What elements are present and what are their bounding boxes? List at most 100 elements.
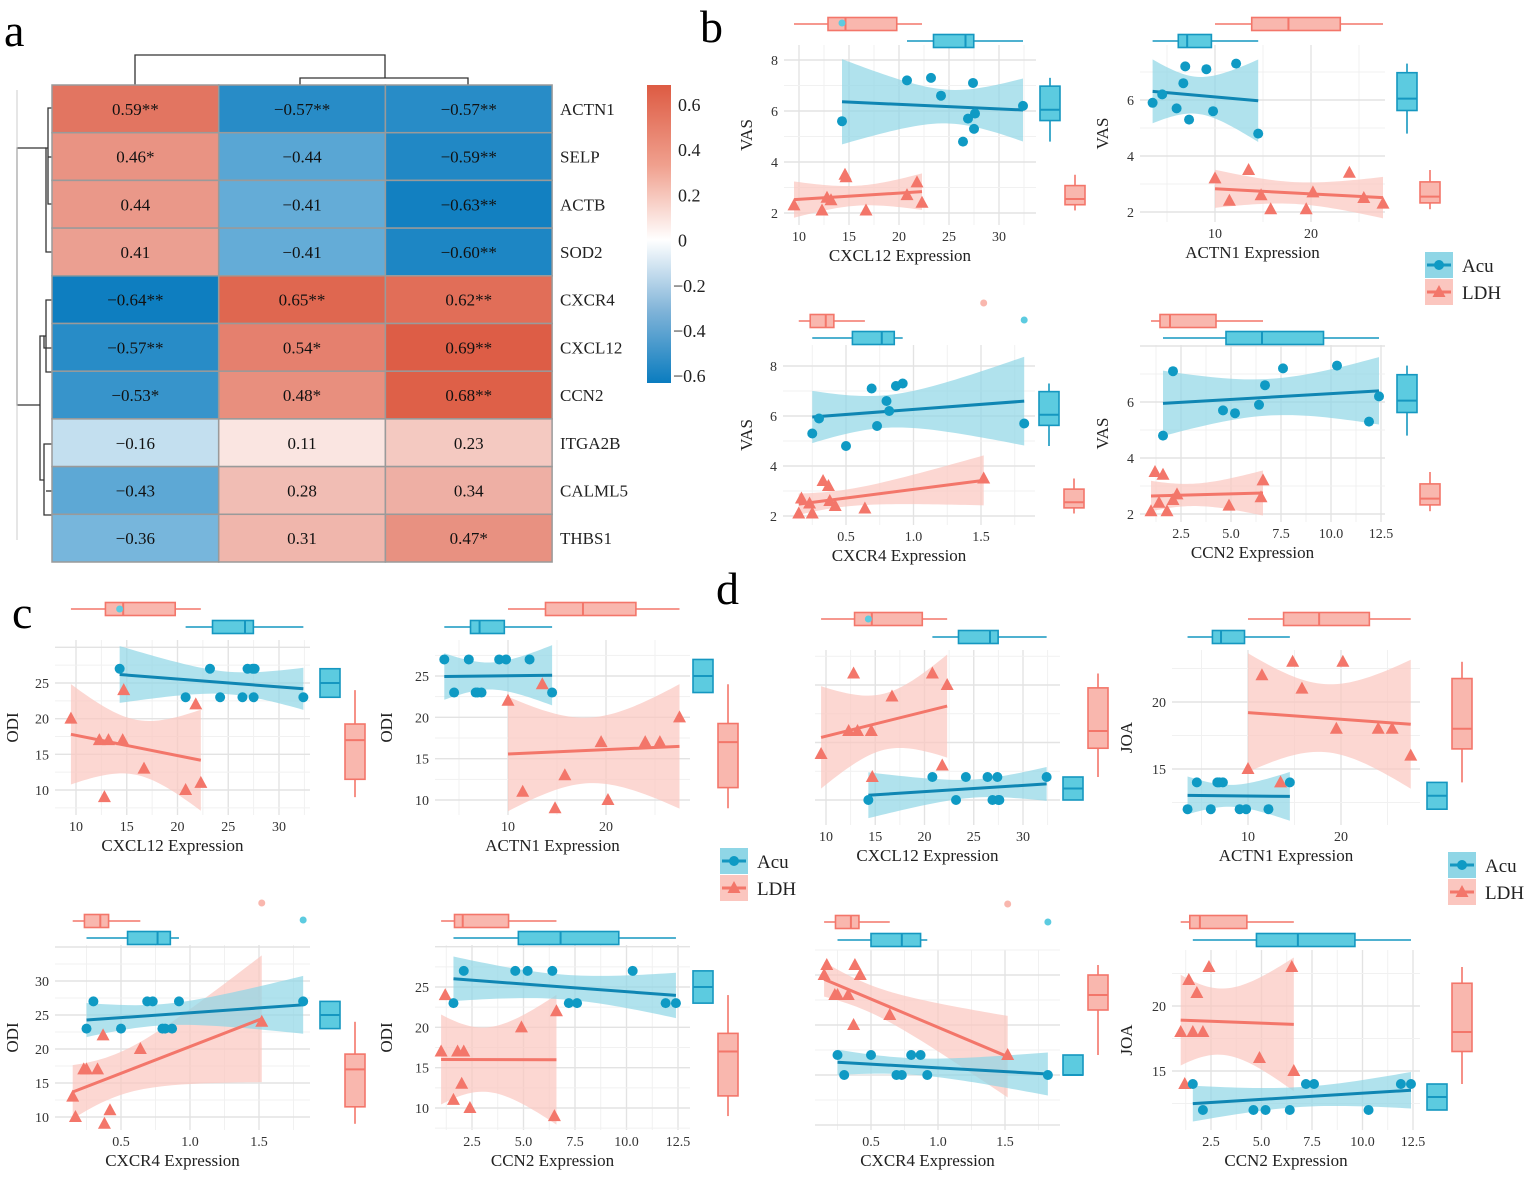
colorbar-tick-label: −0.2	[673, 276, 706, 296]
acu-data-point	[994, 795, 1005, 805]
scatter-panel-c-ccn2-odi: 2.5 5.0 7.5 10.0 12.5 10 15 20 25 CCN2 Expression…	[377, 913, 739, 1170]
ldh-y-boxplot	[1087, 673, 1109, 777]
ldh-data-point	[1329, 721, 1343, 734]
y-axis-label: ODI	[377, 712, 396, 743]
acu-data-point	[627, 965, 638, 976]
x-tick-label: 12.5	[1369, 527, 1394, 542]
acu-data-point	[896, 1070, 907, 1080]
heatmap-cell-label: 0.11	[287, 434, 316, 453]
acu-data-point	[922, 1070, 933, 1080]
ldh-data-point	[842, 724, 856, 736]
heatmap-cell	[51, 370, 220, 420]
acu-data-point	[1363, 1105, 1374, 1115]
ldh-data-point	[64, 711, 78, 724]
acu-regression-line	[841, 100, 1024, 112]
heatmap-cell-label: 0.46*	[116, 148, 154, 167]
heatmap-row-label: SOD2	[560, 243, 603, 262]
ldh-data-point	[851, 724, 865, 736]
x-tick-label: 10.0	[614, 1135, 639, 1150]
scatter-panel-b-actn1-vas: 10 20 2 4 6 ACTN1 Expression VAS	[1093, 16, 1441, 262]
ldh-data-point	[1376, 196, 1390, 209]
acu-data-point	[1263, 804, 1274, 815]
ldh-y-boxplot	[344, 1021, 366, 1124]
ldh-data-point	[91, 1062, 105, 1075]
heatmap-cell-label: 0.23	[454, 434, 484, 453]
acu-data-point	[458, 965, 469, 976]
x-axis-label: CXCL12 Expression	[101, 836, 244, 855]
x-tick-label: 25	[967, 830, 981, 845]
y-axis-label: VAS	[737, 419, 756, 451]
acu-data-point	[1171, 103, 1182, 114]
acu-data-point	[1253, 128, 1264, 139]
ldh-y-boxplot	[1451, 967, 1473, 1084]
ldh-data-point	[514, 1020, 528, 1033]
ldh-data-point	[638, 735, 652, 748]
x-tick-label: 10	[501, 820, 515, 835]
legend-label: LDH	[757, 879, 796, 900]
heatmap-cell	[384, 179, 553, 229]
acu-regression-line	[837, 1060, 1048, 1076]
ldh-data-point	[1196, 1025, 1210, 1037]
y-tick-label: 6	[1127, 396, 1134, 411]
ldh-data-point	[446, 1092, 460, 1105]
ldh-x-boxplot	[70, 601, 201, 617]
x-axis-label: ACTN1 Expression	[485, 836, 620, 855]
y-tick-label: 8	[770, 360, 777, 375]
heatmap-row-label: CXCL12	[560, 338, 622, 357]
colorbar-tick-label: 0	[678, 231, 687, 251]
ldh-data-point	[1256, 473, 1270, 486]
legend-item-ldh: LDH	[720, 875, 796, 901]
acu-data-point	[927, 772, 938, 782]
ldh-data-point	[547, 1109, 561, 1122]
ldh-data-point	[814, 747, 828, 759]
y-axis-label: ODI	[3, 712, 22, 743]
acu-data-point	[448, 998, 459, 1009]
heatmap-cell-label: 0.28	[287, 481, 317, 500]
legend: Acu LDH	[1425, 252, 1501, 305]
acu-data-point	[572, 998, 583, 1009]
x-tick-label: 20	[1304, 227, 1318, 242]
ldh-regression-line	[70, 732, 202, 762]
acu-data-point	[1405, 1079, 1416, 1089]
y-tick-label: 8	[771, 54, 778, 69]
ldh-data-point	[1252, 1051, 1266, 1063]
y-tick-label: 15	[1152, 763, 1166, 778]
x-tick-label: 5.0	[515, 1135, 533, 1150]
acu-regression-line	[444, 673, 553, 679]
y-tick-label: 4	[770, 460, 777, 475]
y-tick-label: 25	[35, 677, 49, 692]
legend-item-ldh: LDH	[1425, 279, 1501, 305]
acu-data-point	[1184, 114, 1195, 125]
ldh-regression-line	[1180, 1018, 1294, 1026]
ldh-data-point	[805, 506, 819, 519]
acu-x-boxplot	[864, 615, 1047, 645]
y-tick-label: 10	[415, 1102, 429, 1117]
x-axis-label: ACTN1 Expression	[1185, 243, 1320, 262]
column-dendrogram	[134, 54, 469, 85]
ldh-data-point	[438, 988, 452, 1001]
ldh-y-boxplot	[1419, 472, 1441, 512]
heatmap-cell	[217, 179, 387, 229]
acu-data-point	[1147, 97, 1158, 108]
y-tick-label: 20	[1152, 1000, 1166, 1015]
y-axis-label: VAS	[737, 119, 756, 151]
heatmap-row-label: ACTB	[560, 195, 605, 214]
x-tick-label: 0.5	[862, 1135, 880, 1150]
circle-marker-icon	[1434, 260, 1444, 270]
y-tick-label: 10	[415, 794, 429, 809]
x-tick-label: 10.0	[1319, 527, 1344, 542]
ldh-data-point	[601, 793, 615, 805]
outlier-point	[1044, 918, 1052, 926]
acu-x-boxplot	[837, 918, 1052, 948]
x-tick-label: 10.0	[1350, 1135, 1375, 1150]
ldh-regression-line	[72, 1017, 263, 1094]
x-tick-label: 7.5	[566, 1135, 584, 1150]
heatmap-cell	[51, 418, 220, 468]
heatmap-cell	[384, 322, 553, 372]
ldh-data-point	[103, 1103, 117, 1116]
heatmap-row-label: SELP	[560, 148, 600, 167]
acu-confidence-band	[812, 356, 1025, 446]
outlier-point	[258, 899, 266, 907]
ldh-data-point	[1148, 465, 1162, 477]
ldh-data-point	[935, 758, 949, 771]
